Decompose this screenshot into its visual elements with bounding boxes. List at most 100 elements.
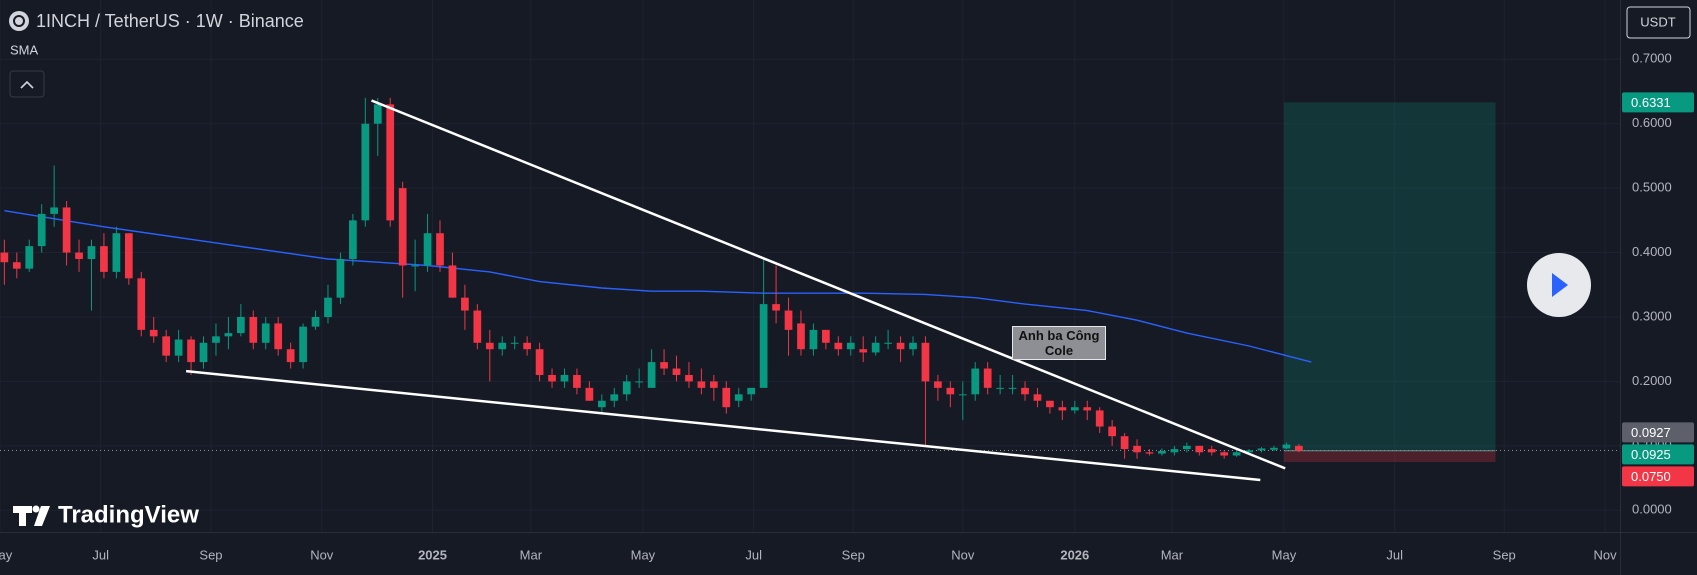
candle-body: [324, 297, 332, 317]
candle-body: [1270, 447, 1278, 450]
candle-body: [187, 339, 195, 363]
candle-body: [448, 265, 457, 298]
candle-body: [772, 304, 780, 311]
candle-body: [1195, 445, 1204, 453]
candle-body: [398, 188, 407, 266]
candle-body: [697, 381, 706, 388]
price-label: 0.6331: [1631, 95, 1671, 110]
x-tick-label: Nov: [951, 547, 975, 562]
candle-body: [934, 381, 942, 388]
candle-body: [1108, 426, 1117, 437]
candle-body: [747, 387, 756, 395]
candle-body: [349, 220, 357, 260]
candle-body: [1145, 452, 1154, 454]
brand-slash: [34, 506, 50, 526]
x-tick-label: May: [631, 547, 656, 562]
candle-body: [1257, 448, 1266, 451]
candle-body: [50, 207, 59, 214]
collapse-button[interactable]: [9, 70, 45, 98]
position-loss-zone: [1283, 450, 1496, 462]
candle-body: [510, 342, 519, 344]
candle-body: [909, 342, 917, 350]
x-tick-label: May: [0, 547, 13, 562]
currency-button-box[interactable]: [1626, 6, 1691, 39]
currency-label: USDT: [1640, 14, 1675, 29]
candle-body: [162, 336, 171, 356]
candle-body: [896, 342, 905, 350]
candle-body: [1008, 387, 1017, 389]
candle-body: [1245, 450, 1253, 453]
x-tick-label: 2025: [418, 547, 447, 562]
y-tick-label: 0.2000: [1632, 373, 1672, 388]
brand-mark: [13, 506, 32, 526]
candle-body: [560, 374, 569, 382]
currency-button[interactable]: USDT: [1626, 6, 1691, 39]
candle-body: [523, 342, 531, 350]
candle-body: [498, 342, 507, 350]
play-button[interactable]: [1527, 253, 1591, 317]
candle-body: [535, 349, 544, 375]
x-tick-label: Jul: [92, 547, 109, 562]
candle-body: [709, 381, 718, 388]
price-label: 0.0925: [1631, 447, 1671, 462]
play-icon: [1552, 273, 1568, 297]
candle-body: [62, 207, 71, 253]
x-tick-label: Nov: [1594, 547, 1618, 562]
price-label-box: [1622, 444, 1694, 465]
candle-body: [734, 394, 743, 401]
candle-body: [87, 246, 96, 260]
candle-body: [822, 329, 830, 343]
candle-body: [236, 316, 245, 334]
candle-body: [0, 252, 9, 263]
x-tick-label: Sep: [1493, 547, 1516, 562]
candle-body: [224, 333, 233, 337]
candle-body: [1046, 400, 1054, 408]
price-label-box: [1622, 92, 1694, 113]
x-tick-label: Sep: [842, 547, 865, 562]
candle-body: [361, 123, 370, 221]
candle-body: [597, 400, 606, 408]
x-tick-label: May: [1272, 547, 1297, 562]
candle-body: [336, 259, 345, 298]
candle-body: [859, 349, 868, 353]
candle-body: [12, 262, 21, 269]
candle-body: [112, 233, 121, 272]
candle-body: [311, 316, 320, 327]
candle-body: [124, 233, 133, 279]
candle-body: [622, 381, 631, 395]
candle-body: [1058, 407, 1067, 411]
symbol-logo: [9, 11, 29, 31]
candle-body: [436, 233, 444, 266]
candle-body: [921, 342, 930, 382]
candle-body: [411, 265, 419, 267]
candle-body: [672, 368, 681, 375]
candle-body: [871, 342, 880, 353]
candle-body: [1220, 452, 1229, 456]
indicator-label: SMA: [10, 42, 39, 57]
candle-body: [983, 368, 992, 388]
candle-body: [286, 349, 295, 363]
candle-body: [784, 310, 793, 330]
candle-body: [884, 342, 892, 344]
x-tick-label: Jul: [745, 547, 762, 562]
candle-body: [573, 374, 581, 388]
candle-body: [610, 394, 619, 401]
candle-body: [485, 342, 494, 350]
candle-body: [1207, 449, 1216, 453]
candle-body: [946, 387, 955, 395]
trendline: [185, 369, 1261, 482]
price-label-box: [1622, 466, 1694, 487]
candle-body: [1170, 449, 1179, 453]
x-tick-label: Jul: [1386, 547, 1403, 562]
candle-body: [274, 323, 283, 350]
candle-body: [423, 233, 432, 266]
candle-body: [461, 297, 469, 311]
candle-body: [1021, 387, 1029, 395]
candle-body: [685, 374, 693, 382]
candle-body: [212, 336, 220, 343]
collapse-button-box[interactable]: [9, 70, 45, 98]
price-label: 0.0750: [1631, 469, 1671, 484]
candle-body: [473, 310, 482, 343]
